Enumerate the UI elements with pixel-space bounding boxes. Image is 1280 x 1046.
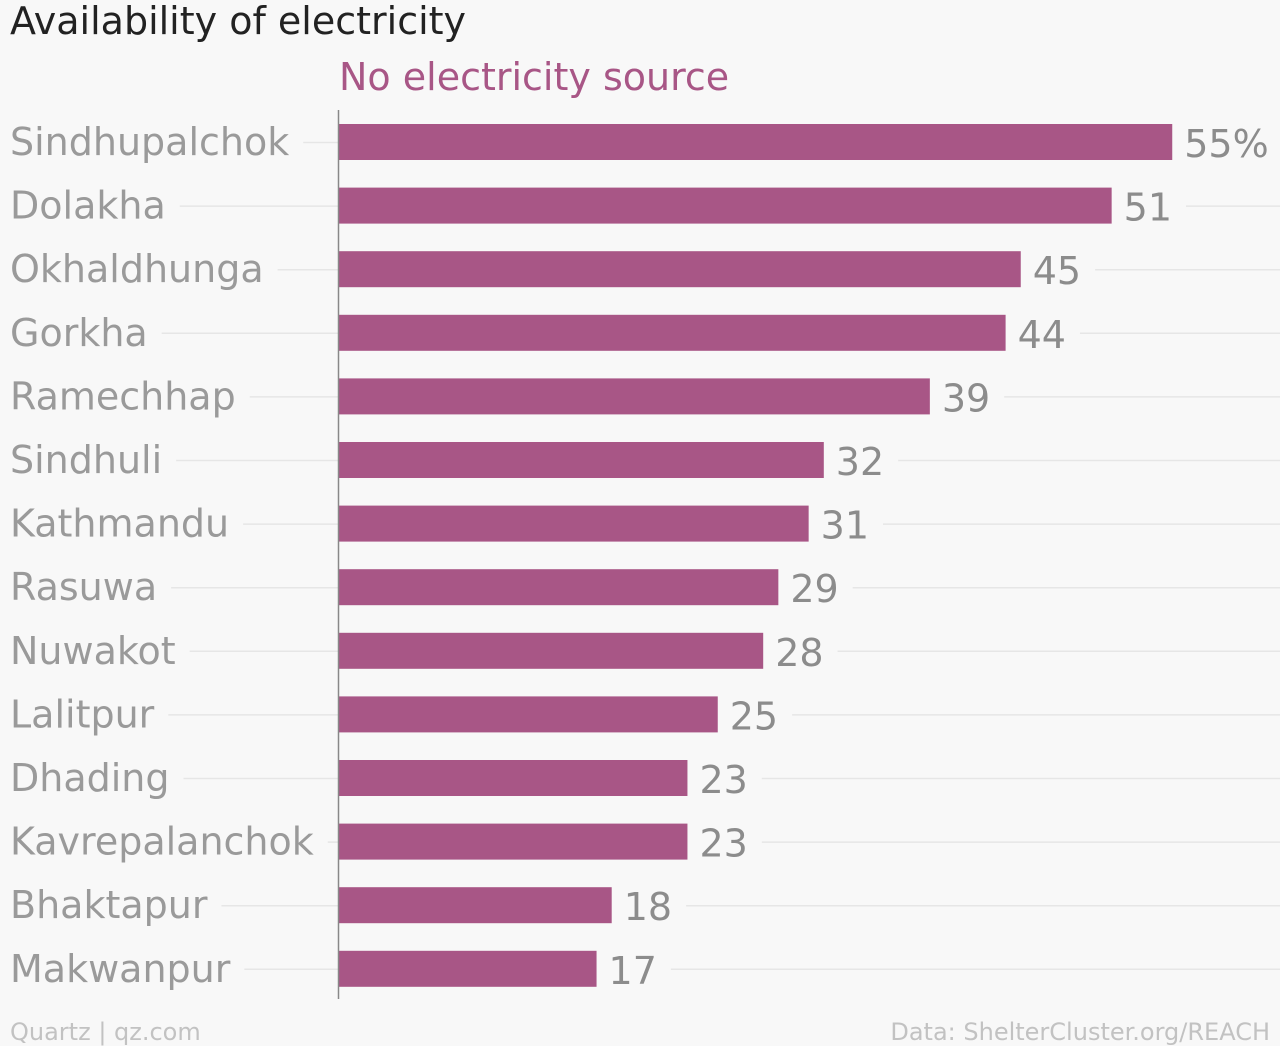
value-label: 23 xyxy=(699,822,747,866)
bar xyxy=(339,442,824,478)
value-label: 51 xyxy=(1124,186,1172,230)
category-label: Bhaktapur xyxy=(10,883,208,927)
category-label: Nuwakot xyxy=(10,629,176,673)
bar xyxy=(339,505,809,542)
category-label: Rasuwa xyxy=(10,565,157,609)
category-label: Kathmandu xyxy=(10,502,229,546)
bar xyxy=(339,696,718,733)
bar xyxy=(339,760,688,796)
value-labels: 55% 51 45 44 39 32 31 29 28 25 23 23 18 17 xyxy=(609,122,1269,993)
category-label: Lalitpur xyxy=(10,692,155,736)
value-label: 29 xyxy=(790,567,838,611)
bar xyxy=(339,887,612,924)
footer-source: Data: ShelterCluster.org/REACH xyxy=(890,1018,1270,1046)
bar xyxy=(339,823,688,860)
category-label: Okhaldhunga xyxy=(10,247,264,291)
bar xyxy=(339,950,597,987)
value-label: 17 xyxy=(609,949,657,993)
value-label: 23 xyxy=(699,758,747,802)
category-label: Ramechhap xyxy=(10,374,236,418)
series-label: No electricity source xyxy=(339,55,729,99)
value-label: 55% xyxy=(1184,122,1268,166)
category-labels: Sindhupalchok Dolakha Okhaldhunga Gorkha Ram… xyxy=(10,120,314,991)
value-label: 44 xyxy=(1018,313,1066,357)
category-label: Sindhupalchok xyxy=(10,120,289,164)
bar xyxy=(339,378,930,415)
category-label: Sindhuli xyxy=(10,438,162,482)
bar xyxy=(339,569,779,606)
value-label: 32 xyxy=(836,440,884,484)
value-label: 31 xyxy=(821,504,869,548)
category-label: Gorkha xyxy=(10,311,148,355)
chart-title: Availability of electricity xyxy=(10,0,466,43)
bar xyxy=(339,314,1006,351)
value-label: 28 xyxy=(775,631,823,675)
category-label: Dolakha xyxy=(10,184,166,228)
value-label: 45 xyxy=(1033,249,1081,293)
value-label: 18 xyxy=(624,885,672,929)
footer-credit: Quartz | qz.com xyxy=(10,1018,201,1046)
bars xyxy=(339,124,1173,987)
grid-lines xyxy=(161,141,1280,971)
bar xyxy=(339,187,1112,224)
category-label: Kavrepalanchok xyxy=(10,820,314,864)
value-label: 39 xyxy=(942,376,990,420)
value-label: 25 xyxy=(730,694,778,738)
bar xyxy=(339,251,1021,288)
bar xyxy=(339,124,1173,160)
category-label: Dhading xyxy=(10,756,170,800)
bar xyxy=(339,632,764,669)
category-label: Makwanpur xyxy=(10,947,231,991)
